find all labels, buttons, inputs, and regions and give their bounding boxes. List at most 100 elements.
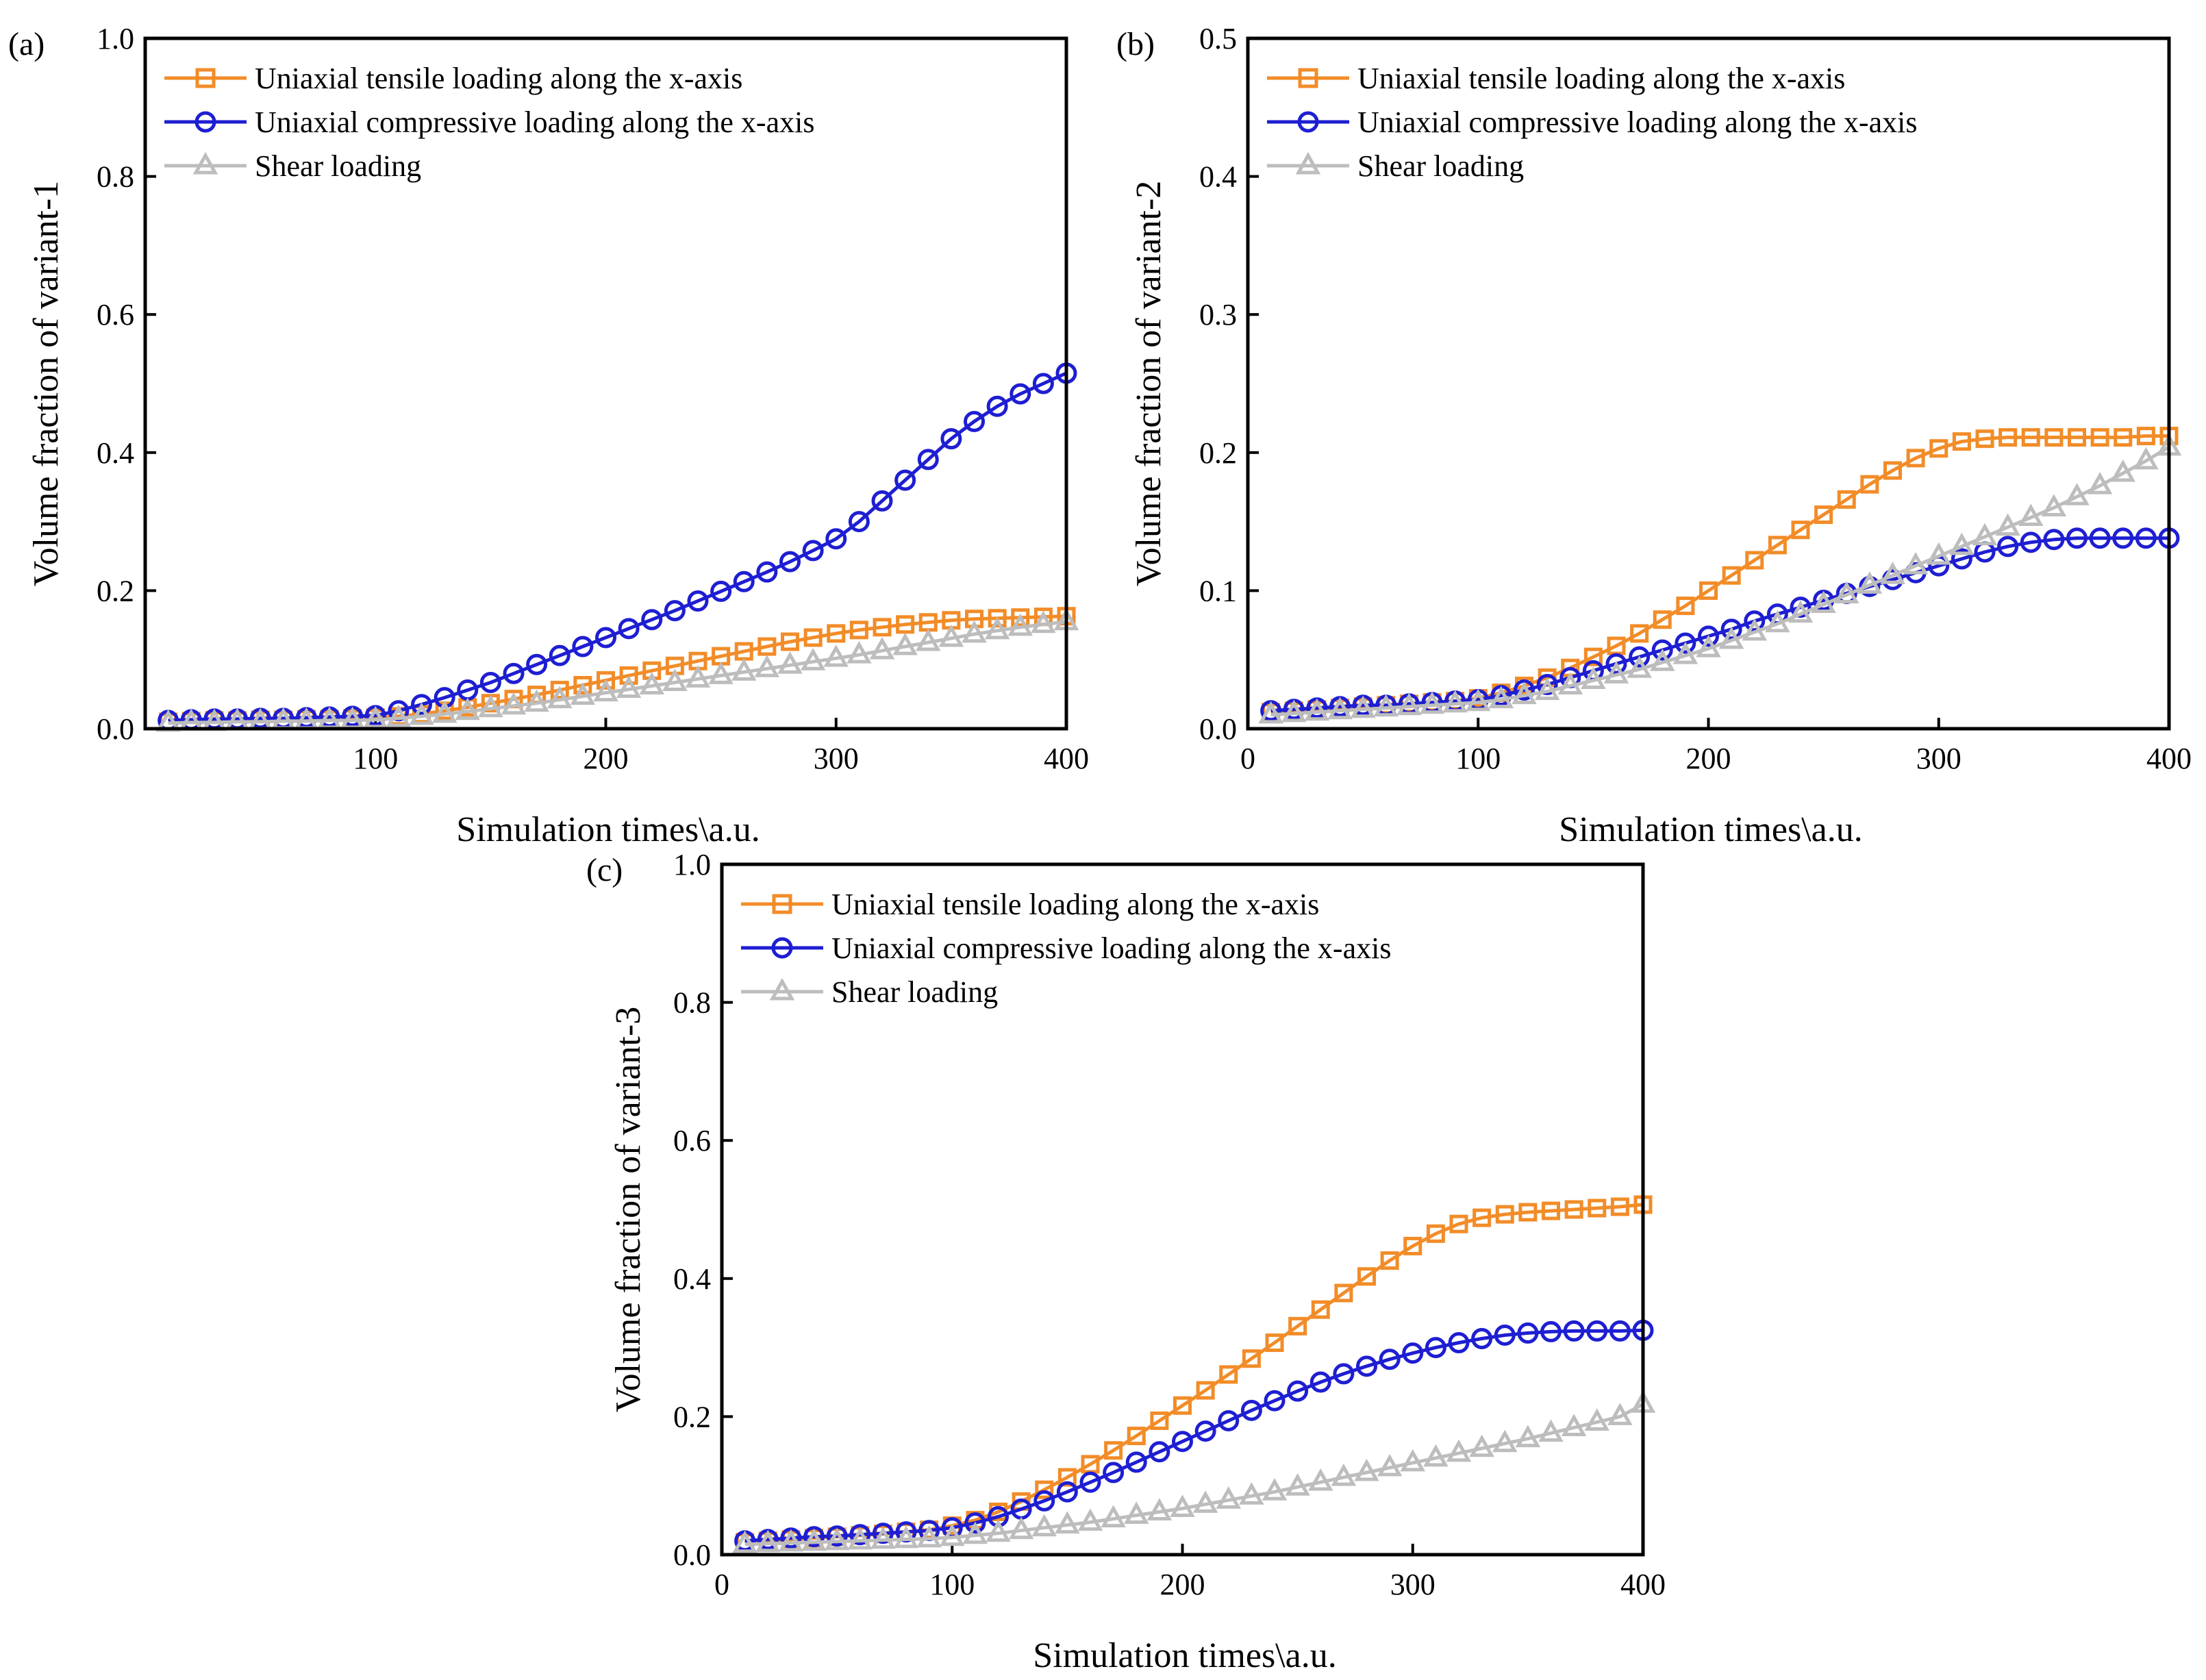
data-point bbox=[777, 651, 803, 674]
data-point bbox=[362, 705, 388, 729]
data-point bbox=[2043, 529, 2065, 551]
y-axis-title: Volume fraction of variant-3 bbox=[609, 1007, 648, 1413]
data-point bbox=[1307, 1468, 1333, 1491]
data-point bbox=[1304, 698, 1330, 721]
data-point bbox=[732, 1530, 757, 1553]
plot-frame bbox=[1246, 36, 2171, 731]
data-point bbox=[1285, 1473, 1310, 1496]
data-point bbox=[1952, 432, 1971, 451]
data-point bbox=[708, 662, 734, 684]
data-point bbox=[825, 528, 847, 550]
data-point bbox=[573, 675, 592, 694]
data-point bbox=[2112, 527, 2134, 549]
data-point bbox=[1354, 1458, 1379, 1481]
data-point bbox=[823, 644, 849, 667]
data-point bbox=[1377, 1453, 1403, 1477]
x-tick-label: 400 bbox=[2146, 742, 2192, 775]
data-point bbox=[1146, 1498, 1173, 1521]
data-point bbox=[1380, 1251, 1399, 1270]
data-point bbox=[800, 648, 826, 670]
data-point bbox=[1035, 1480, 1054, 1499]
x-tick-label: 0 bbox=[1240, 742, 1255, 775]
data-point bbox=[1610, 1197, 1629, 1216]
data-point bbox=[1219, 1365, 1238, 1384]
data-point bbox=[964, 410, 985, 432]
data-point bbox=[1264, 1390, 1286, 1412]
data-point bbox=[1857, 571, 1883, 594]
y-tick-label: 0.2 bbox=[673, 1400, 711, 1433]
data-point bbox=[595, 627, 616, 649]
data-point bbox=[1055, 1511, 1080, 1534]
data-point bbox=[1557, 672, 1583, 695]
x-tick-label: 400 bbox=[1044, 742, 1089, 775]
data-point bbox=[1720, 618, 1742, 640]
data-point bbox=[1722, 566, 1741, 585]
data-point bbox=[597, 670, 615, 690]
data-point bbox=[1698, 625, 1719, 647]
data-point bbox=[570, 682, 596, 705]
data-point bbox=[1998, 428, 2018, 447]
series-compressive bbox=[1260, 527, 2180, 722]
data-point bbox=[1192, 1490, 1218, 1513]
data-point bbox=[687, 590, 709, 612]
legend-label: Uniaxial tensile loading along the x-axi… bbox=[1357, 62, 1845, 95]
y-axis-title: Volume fraction of variant-1 bbox=[27, 181, 66, 587]
data-point bbox=[411, 694, 432, 716]
legend-label: Uniaxial compressive loading along the x… bbox=[255, 105, 814, 139]
data-point bbox=[1032, 373, 1054, 394]
series-line bbox=[168, 620, 1067, 725]
legend-entry-tensile: Uniaxial tensile loading along the x-axi… bbox=[164, 62, 742, 95]
data-point bbox=[984, 616, 1010, 640]
legend-entry-shear: Shear loading bbox=[1267, 149, 1524, 183]
legend-label: Uniaxial compressive loading along the x… bbox=[831, 931, 1391, 965]
data-point bbox=[1281, 699, 1307, 723]
y-axis-title: Volume fraction of variant-2 bbox=[1129, 181, 1168, 587]
data-point bbox=[1033, 1490, 1055, 1512]
legend-entry-compressive: Uniaxial compressive loading along the x… bbox=[741, 931, 1391, 965]
data-point bbox=[1515, 1425, 1541, 1448]
circle-marker-icon bbox=[1297, 111, 1319, 133]
data-point bbox=[849, 620, 868, 640]
data-point bbox=[549, 644, 571, 666]
data-point bbox=[593, 679, 618, 702]
data-point bbox=[2135, 527, 2157, 549]
data-point bbox=[1518, 1203, 1538, 1222]
data-point bbox=[2018, 503, 2044, 527]
data-point bbox=[916, 1525, 942, 1548]
data-point bbox=[1997, 536, 2019, 557]
data-point bbox=[710, 580, 732, 602]
data-point bbox=[1170, 1494, 1195, 1517]
data-point bbox=[1951, 548, 1972, 570]
data-point bbox=[827, 624, 846, 643]
data-point bbox=[1258, 701, 1283, 724]
y-tick-label: 0.6 bbox=[97, 298, 134, 331]
data-point bbox=[869, 636, 895, 660]
x-axis-title: Simulation times\a.u. bbox=[1033, 1636, 1336, 1675]
series-line bbox=[744, 1328, 1644, 1543]
data-point bbox=[2041, 494, 2067, 516]
data-point bbox=[1676, 597, 1695, 616]
data-point bbox=[779, 551, 801, 573]
legend-label: Uniaxial compressive loading along the x… bbox=[1357, 105, 1917, 139]
data-point bbox=[1373, 694, 1399, 717]
data-point bbox=[2089, 527, 2111, 549]
data-point bbox=[1400, 1449, 1426, 1472]
data-point bbox=[1536, 673, 1558, 695]
data-point bbox=[1239, 1482, 1264, 1505]
panel-c: (c) Volume fraction of variant-3 Simulat… bbox=[586, 848, 1666, 1675]
data-point bbox=[1788, 600, 1814, 623]
x-axis-title: Simulation times\a.u. bbox=[1559, 810, 1862, 849]
data-point bbox=[1534, 677, 1560, 701]
data-point bbox=[2090, 428, 2109, 447]
data-point bbox=[1449, 1214, 1468, 1233]
data-point bbox=[1469, 1434, 1494, 1457]
data-point bbox=[872, 1522, 894, 1544]
data-point bbox=[2133, 447, 2159, 470]
data-point bbox=[1883, 461, 1902, 480]
legend: Uniaxial tensile loading along the x-axi… bbox=[1267, 62, 1917, 183]
data-point bbox=[2020, 531, 2042, 553]
x-tick-label: 200 bbox=[1686, 742, 1731, 775]
data-point bbox=[1446, 1439, 1472, 1462]
data-point bbox=[1008, 1516, 1034, 1540]
panel-label: (a) bbox=[8, 26, 45, 62]
